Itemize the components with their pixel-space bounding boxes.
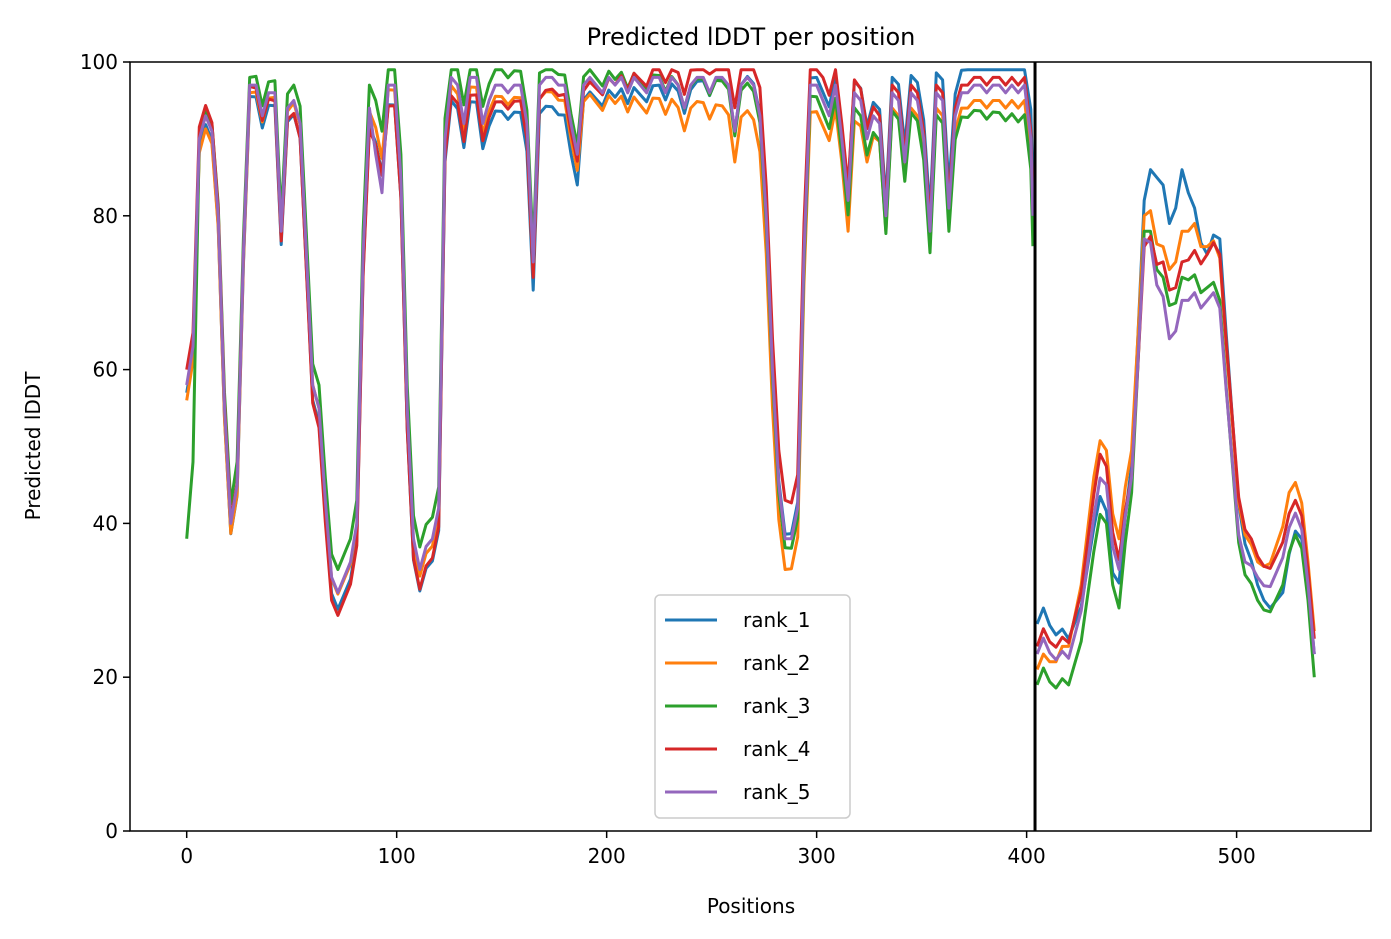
series-line-rank-5 [185,75,1316,662]
chart-title: Predicted lDDT per position [587,23,916,51]
y-tick-label: 0 [105,819,118,843]
series-line-rank-2 [185,84,1316,671]
y-tick-label: 100 [80,50,118,74]
series-line-rank-4 [185,68,1316,649]
legend-label: rank_3 [743,694,810,718]
series-line-rank-3 [185,68,1316,690]
legend-label: rank_1 [743,608,810,632]
series-layer [185,68,1316,690]
y-tick-label: 20 [93,665,118,689]
legend-box [654,594,851,819]
y-axis-label: Predicted lDDT [21,371,45,521]
x-tick-label: 500 [1218,844,1256,868]
x-tick-label: 300 [798,844,836,868]
x-tick-label: 200 [588,844,626,868]
x-tick-label: 400 [1008,844,1046,868]
y-tick-label: 80 [93,204,118,228]
y-tick-label: 60 [93,358,118,382]
legend-label: rank_4 [743,737,810,761]
y-tick-label: 40 [93,511,118,535]
legend-label: rank_5 [743,780,810,804]
series-line-rank-1 [185,68,1316,655]
legend-label: rank_2 [743,651,810,675]
x-tick-label: 100 [378,844,416,868]
y-axis-ticks: 0 20 40 60 80 100 [80,50,130,843]
x-tick-label: 0 [180,844,193,868]
legend: rank_1 rank_2 rank_3 rank_4 rank_5 [654,594,851,819]
x-axis-label: Positions [707,894,795,918]
x-axis-ticks: 0 100 200 300 400 500 [180,831,1256,868]
plot-frame [129,61,1372,832]
